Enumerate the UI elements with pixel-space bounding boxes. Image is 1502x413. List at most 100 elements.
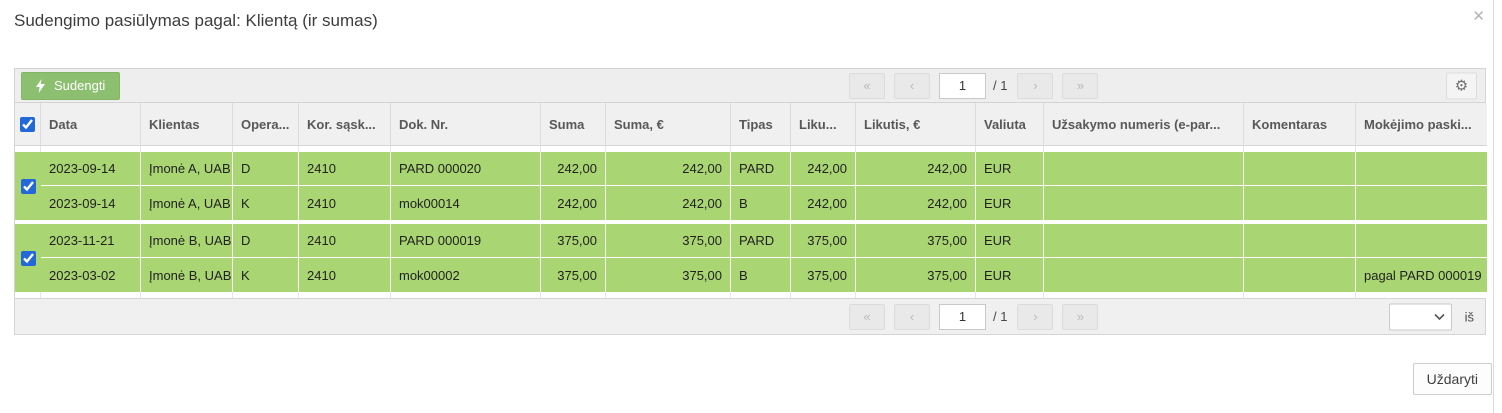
scrollbar[interactable] bbox=[1493, 0, 1494, 413]
column-header-suma_eur[interactable]: Suma, € bbox=[606, 103, 731, 146]
cell-mokejimo[interactable]: pagal PARD 000019 bbox=[1356, 258, 1487, 292]
page-number-input[interactable] bbox=[939, 72, 986, 99]
cell-data[interactable]: 2023-09-14 bbox=[41, 152, 141, 186]
select-all-checkbox[interactable] bbox=[20, 117, 35, 133]
row-group-checkbox[interactable] bbox=[20, 251, 36, 267]
cell-kor_sask[interactable]: 2410 bbox=[299, 152, 391, 186]
column-header-dok_nr[interactable]: Dok. Nr. bbox=[391, 103, 541, 146]
column-header-valiuta[interactable]: Valiuta bbox=[976, 103, 1044, 146]
cell-suma[interactable]: 242,00 bbox=[541, 152, 606, 186]
cell-valiuta[interactable]: EUR bbox=[976, 186, 1044, 220]
column-header-kor_sask[interactable]: Kor. sąsk... bbox=[299, 103, 391, 146]
cell-suma_eur[interactable]: 375,00 bbox=[606, 258, 731, 292]
last-page-button[interactable]: » bbox=[1062, 303, 1099, 330]
column-header-suma[interactable]: Suma bbox=[541, 103, 606, 146]
cell-likutis[interactable]: 375,00 bbox=[791, 224, 856, 258]
cell-likutis[interactable]: 242,00 bbox=[791, 186, 856, 220]
cell-likutis[interactable]: 375,00 bbox=[791, 258, 856, 292]
cell-operacija[interactable]: D bbox=[233, 224, 299, 258]
cell-uzsakymo_nr[interactable] bbox=[1044, 152, 1244, 186]
page-size-select[interactable] bbox=[1389, 303, 1452, 330]
cell-suma[interactable]: 375,00 bbox=[541, 258, 606, 292]
cell-operacija[interactable]: K bbox=[233, 186, 299, 220]
cell-likutis_eur[interactable]: 242,00 bbox=[856, 152, 976, 186]
column-header-klientas[interactable]: Klientas bbox=[141, 103, 233, 146]
cell-tipas[interactable]: B bbox=[731, 186, 791, 220]
cell-tipas[interactable]: PARD bbox=[731, 224, 791, 258]
cell-suma_eur[interactable]: 375,00 bbox=[606, 224, 731, 258]
cell-kor_sask[interactable]: 2410 bbox=[299, 186, 391, 220]
cell-likutis_eur[interactable]: 375,00 bbox=[856, 258, 976, 292]
lightning-icon bbox=[36, 78, 45, 93]
cell-likutis[interactable]: 242,00 bbox=[791, 152, 856, 186]
cell-komentaras[interactable] bbox=[1244, 258, 1356, 292]
next-page-button[interactable]: › bbox=[1017, 72, 1054, 99]
cell-klientas[interactable]: Įmonė A, UAB bbox=[141, 152, 233, 186]
cell-suma[interactable]: 242,00 bbox=[541, 186, 606, 220]
prev-page-button[interactable]: ‹ bbox=[894, 303, 930, 330]
prev-page-button[interactable]: ‹ bbox=[894, 72, 930, 99]
uzdaryti-button[interactable]: Uždaryti bbox=[1412, 363, 1492, 395]
sudengti-button[interactable]: Sudengti bbox=[21, 71, 121, 100]
cell-klientas[interactable]: Įmonė A, UAB bbox=[141, 186, 233, 220]
column-header-likutis_eur[interactable]: Likutis, € bbox=[856, 103, 976, 146]
column-header-uzsakymo_nr[interactable]: Užsakymo numeris (e-par... bbox=[1044, 103, 1244, 146]
cell-valiuta[interactable]: EUR bbox=[976, 258, 1044, 292]
settings-button[interactable]: ⚙ bbox=[1446, 72, 1477, 99]
cell-uzsakymo_nr[interactable] bbox=[1044, 258, 1244, 292]
cell-data[interactable]: 2023-11-21 bbox=[41, 224, 141, 258]
cell-komentaras[interactable] bbox=[1244, 152, 1356, 186]
column-header-likutis[interactable]: Liku... bbox=[791, 103, 856, 146]
cell-data[interactable]: 2023-09-14 bbox=[41, 186, 141, 220]
cell-kor_sask[interactable]: 2410 bbox=[299, 258, 391, 292]
cell-klientas[interactable]: Įmonė B, UAB bbox=[141, 258, 233, 292]
cell-suma[interactable]: 375,00 bbox=[541, 224, 606, 258]
column-header-mokejimo[interactable]: Mokėjimo paski... bbox=[1356, 103, 1487, 146]
page-count-label: / 1 bbox=[993, 78, 1008, 93]
cell-komentaras[interactable] bbox=[1244, 186, 1356, 220]
table-row[interactable]: 2023-03-02 Įmonė B, UAB K 2410 mok00002 375,0… bbox=[15, 258, 1487, 292]
page-number-input[interactable] bbox=[939, 303, 986, 330]
spacer-cell bbox=[1044, 146, 1244, 152]
column-header-data[interactable]: Data bbox=[41, 103, 141, 146]
cell-dok_nr[interactable]: PARD 000020 bbox=[391, 152, 541, 186]
cell-tipas[interactable]: B bbox=[731, 258, 791, 292]
cell-mokejimo[interactable] bbox=[1356, 152, 1487, 186]
cell-komentaras[interactable] bbox=[1244, 224, 1356, 258]
cell-dok_nr[interactable]: mok00014 bbox=[391, 186, 541, 220]
cell-operacija[interactable]: K bbox=[233, 258, 299, 292]
column-header-operacija[interactable]: Opera... bbox=[233, 103, 299, 146]
column-header-tipas[interactable]: Tipas bbox=[731, 103, 791, 146]
pagination-bottom: « ‹ / 1 › » bbox=[849, 303, 1107, 330]
last-page-button[interactable]: » bbox=[1062, 72, 1099, 99]
cell-dok_nr[interactable]: PARD 000019 bbox=[391, 224, 541, 258]
first-page-button[interactable]: « bbox=[849, 72, 885, 99]
cell-kor_sask[interactable]: 2410 bbox=[299, 224, 391, 258]
cell-likutis_eur[interactable]: 242,00 bbox=[856, 186, 976, 220]
cell-suma_eur[interactable]: 242,00 bbox=[606, 186, 731, 220]
cell-uzsakymo_nr[interactable] bbox=[1044, 224, 1244, 258]
table-header-row: Data Klientas Opera... Kor. sąsk... Dok. Nr.… bbox=[15, 103, 1487, 146]
spacer-cell bbox=[233, 220, 299, 224]
cell-tipas[interactable]: PARD bbox=[731, 152, 791, 186]
cell-data[interactable]: 2023-03-02 bbox=[41, 258, 141, 292]
table-row[interactable]: 2023-09-14 Įmonė A, UAB D 2410 PARD 000020 24… bbox=[15, 152, 1487, 220]
cell-mokejimo[interactable] bbox=[1356, 186, 1487, 220]
table-row[interactable]: 2023-11-21 Įmonė B, UAB D 2410 PARD 000019 37… bbox=[15, 224, 1487, 292]
first-page-button[interactable]: « bbox=[849, 303, 885, 330]
cell-likutis_eur[interactable]: 375,00 bbox=[856, 224, 976, 258]
cell-klientas[interactable]: Įmonė B, UAB bbox=[141, 224, 233, 258]
cell-operacija[interactable]: D bbox=[233, 152, 299, 186]
row-group-checkbox[interactable] bbox=[20, 179, 36, 195]
spacer-cell bbox=[1356, 220, 1487, 224]
table-row[interactable]: 2023-09-14 Įmonė A, UAB K 2410 mok00014 242,0… bbox=[15, 186, 1487, 220]
cell-uzsakymo_nr[interactable] bbox=[1044, 186, 1244, 220]
cell-mokejimo[interactable] bbox=[1356, 224, 1487, 258]
cell-dok_nr[interactable]: mok00002 bbox=[391, 258, 541, 292]
cell-valiuta[interactable]: EUR bbox=[976, 224, 1044, 258]
column-header-komentaras[interactable]: Komentaras bbox=[1244, 103, 1356, 146]
cell-suma_eur[interactable]: 242,00 bbox=[606, 152, 731, 186]
cell-valiuta[interactable]: EUR bbox=[976, 152, 1044, 186]
next-page-button[interactable]: › bbox=[1017, 303, 1054, 330]
close-icon[interactable]: ✕ bbox=[1472, 8, 1485, 25]
